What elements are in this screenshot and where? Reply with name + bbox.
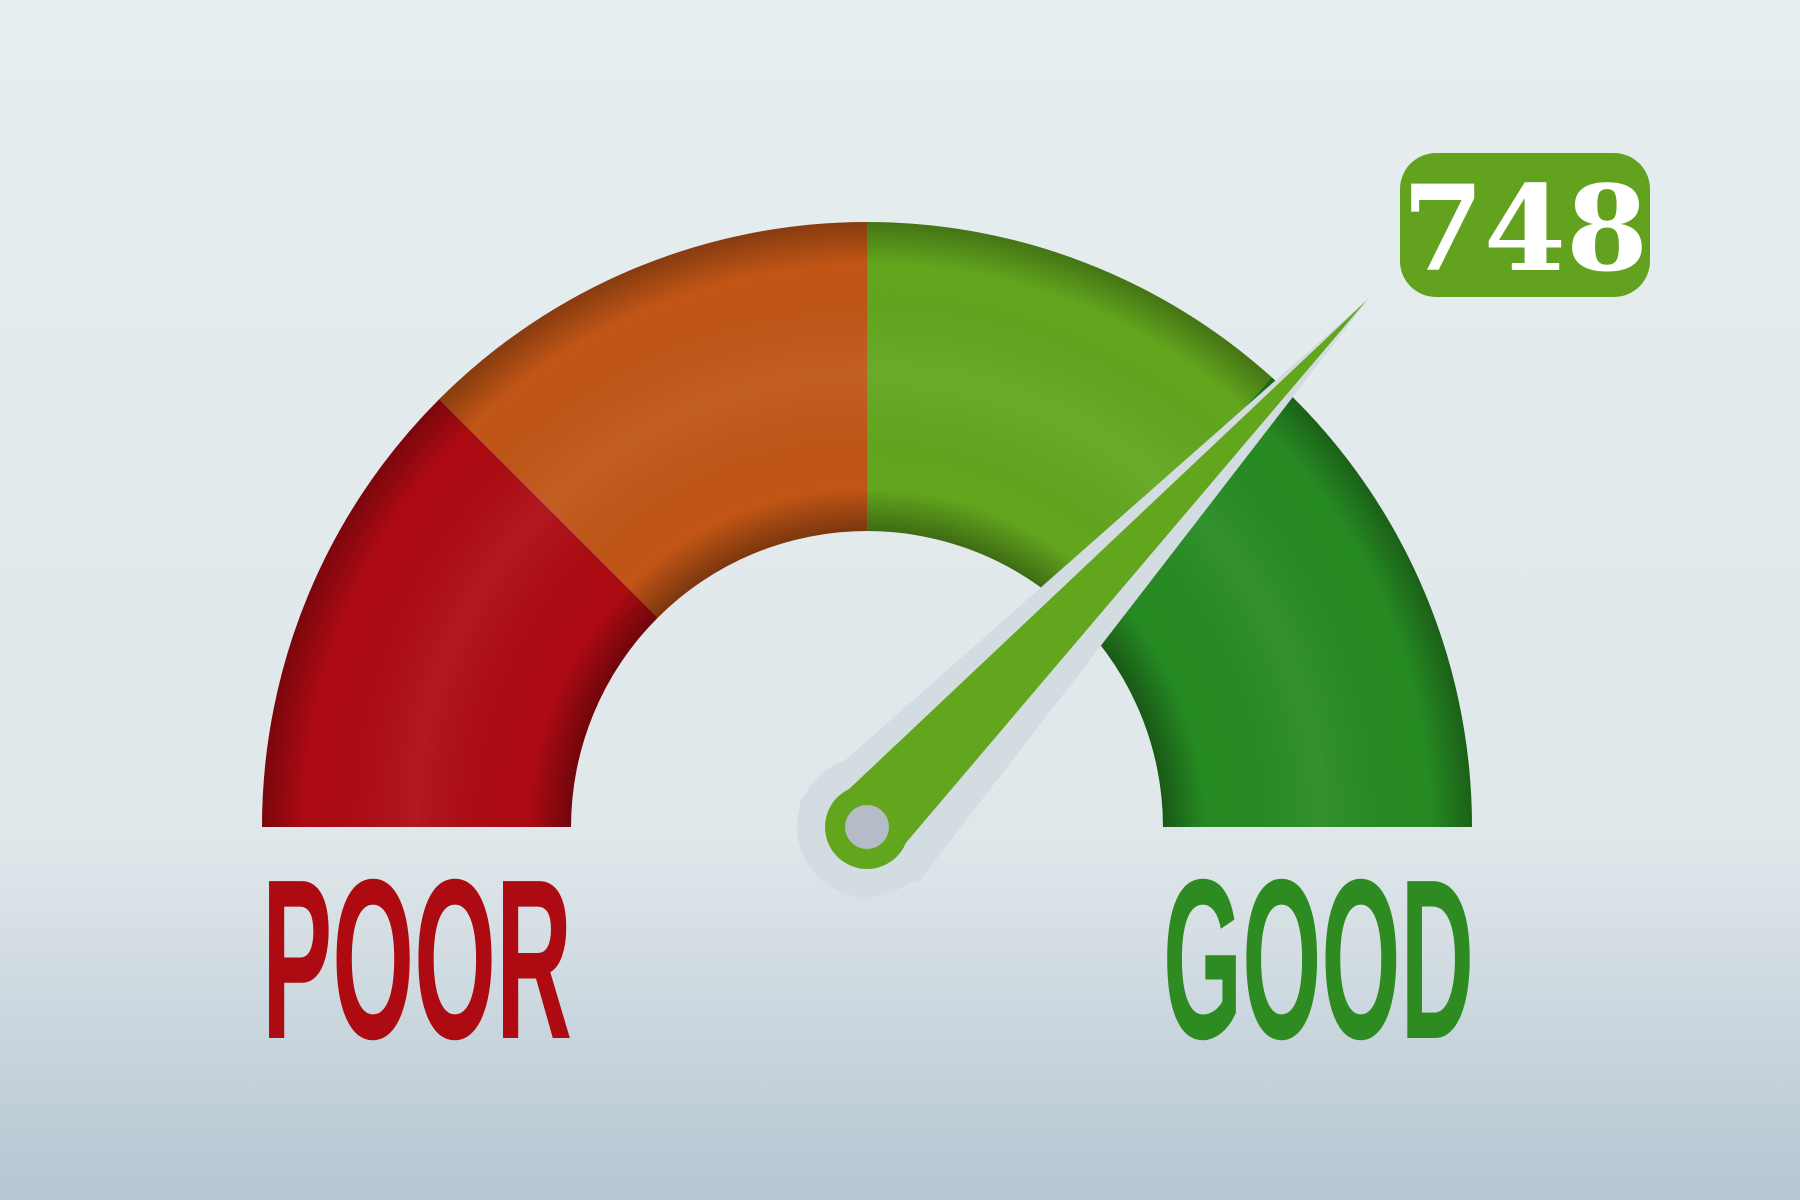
needle-pointer <box>838 301 1366 855</box>
score-badge: 748 <box>1400 153 1650 298</box>
poor-label: POOR <box>262 833 572 1087</box>
needle-pivot <box>845 805 889 849</box>
score-badge-background <box>1400 153 1650 297</box>
good-label: GOOD <box>1163 833 1474 1087</box>
gauge-arc <box>262 222 1472 827</box>
score-value: 748 <box>1402 159 1648 298</box>
gauge-shading <box>262 222 1472 827</box>
gauge-needle <box>797 297 1370 900</box>
